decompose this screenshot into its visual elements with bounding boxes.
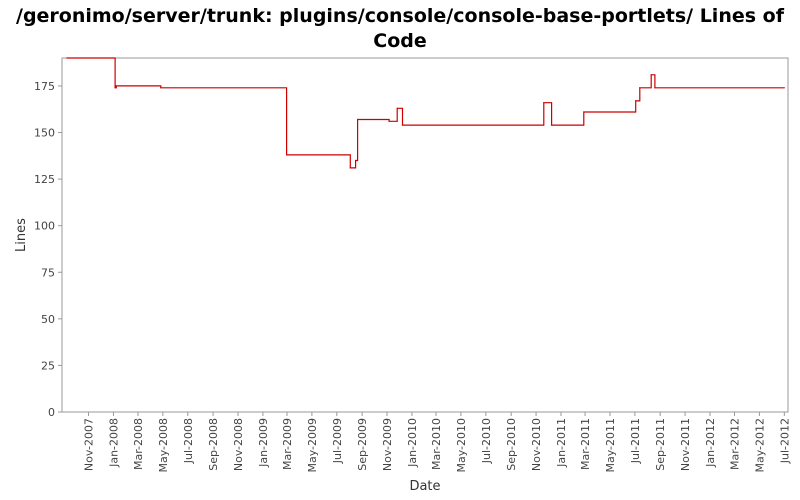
x-tick-label: May-2009 — [306, 418, 319, 473]
y-tick-label: 50 — [41, 313, 55, 326]
x-tick-label: Jan-2011 — [555, 418, 568, 468]
y-tick-label: 75 — [41, 266, 55, 279]
x-tick-label: Sep-2011 — [654, 418, 667, 471]
x-tick-label: Mar-2009 — [281, 418, 294, 470]
data-point — [654, 87, 656, 89]
x-tick-label: Jan-2012 — [704, 418, 717, 468]
data-point — [583, 111, 585, 113]
data-point — [639, 87, 641, 89]
data-point — [388, 120, 390, 122]
x-tick-label: May-2011 — [604, 418, 617, 473]
data-point — [550, 124, 553, 126]
data-point — [114, 87, 116, 89]
x-tick-label: Mar-2011 — [579, 418, 592, 470]
plot-area — [61, 57, 789, 413]
x-tick-label: Jul-2011 — [629, 418, 642, 464]
x-tick-label: Nov-2009 — [381, 418, 394, 471]
y-axis-title: Lines — [14, 218, 29, 252]
series-layer — [66, 57, 785, 169]
x-tick-label: Mar-2008 — [132, 418, 145, 470]
x-tick-label: Jul-2010 — [480, 418, 493, 464]
x-axis-title: Date — [409, 479, 440, 494]
x-tick-label: Mar-2012 — [729, 418, 742, 470]
data-point — [650, 74, 652, 76]
x-tick-label: Nov-2010 — [530, 418, 543, 471]
data-point — [357, 118, 359, 121]
y-tick-label: 100 — [34, 220, 55, 233]
x-tick-label: May-2010 — [455, 418, 468, 473]
x-tick-label: Jul-2012 — [778, 418, 791, 464]
x-tick-label: Jan-2009 — [257, 418, 270, 468]
y-tick-label: 150 — [34, 127, 55, 140]
x-tick-label: Nov-2007 — [83, 418, 96, 471]
x-axis: Nov-2007 Jan-2008 Mar-2008 May-2008 Jul-2008… — [83, 412, 791, 473]
data-point — [349, 167, 351, 169]
data-point — [285, 154, 288, 156]
x-tick-label: Sep-2009 — [356, 418, 369, 471]
data-point — [635, 100, 637, 102]
x-tick-label: May-2008 — [157, 418, 170, 473]
y-tick-label: 125 — [34, 173, 55, 186]
x-tick-label: May-2012 — [753, 418, 766, 473]
data-point — [396, 107, 398, 109]
x-tick-label: Mar-2010 — [430, 418, 443, 470]
x-tick-label: Jan-2008 — [107, 418, 120, 468]
data-point — [354, 159, 357, 162]
chart-title: /geronimo/server/trunk: plugins/console/… — [16, 5, 784, 52]
data-point — [160, 87, 162, 89]
data-point — [115, 85, 117, 87]
x-tick-label: Sep-2010 — [505, 418, 518, 471]
x-tick-label: Sep-2008 — [207, 418, 220, 471]
x-tick-label: Jul-2008 — [182, 418, 195, 464]
data-point — [401, 124, 404, 126]
x-tick-label: Nov-2011 — [679, 418, 692, 471]
x-tick-label: Nov-2008 — [232, 418, 245, 471]
y-tick-label: 25 — [41, 359, 55, 372]
data-point — [783, 87, 785, 89]
data-point — [66, 57, 68, 59]
data-point — [543, 102, 545, 104]
y-tick-label: 0 — [48, 406, 55, 419]
x-tick-label: Jul-2009 — [331, 418, 344, 464]
y-tick-label: 175 — [34, 80, 55, 93]
y-axis: 0 25 50 75 100 125 150 175 — [34, 80, 62, 419]
x-tick-label: Jan-2010 — [406, 418, 419, 468]
